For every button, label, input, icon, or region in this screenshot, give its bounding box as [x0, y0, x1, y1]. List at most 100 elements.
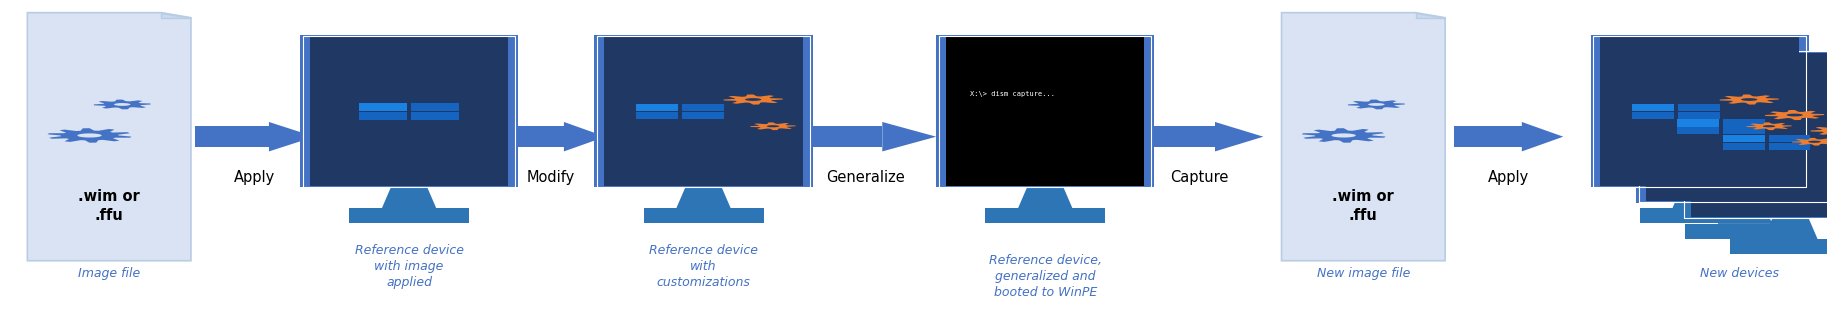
Polygon shape: [1810, 125, 1836, 136]
Polygon shape: [1832, 129, 1836, 132]
Bar: [936, 36, 1155, 187]
Bar: [644, 208, 764, 223]
Polygon shape: [382, 187, 437, 208]
Text: Generalize: Generalize: [826, 170, 905, 184]
Bar: [1632, 104, 1674, 111]
Polygon shape: [1746, 122, 1792, 130]
Bar: [358, 103, 408, 111]
Bar: [1768, 143, 1810, 150]
Polygon shape: [751, 122, 795, 130]
Bar: [1454, 126, 1522, 147]
Bar: [1685, 224, 1805, 239]
Bar: [1136, 126, 1215, 147]
Polygon shape: [1348, 99, 1405, 109]
Bar: [1731, 239, 1836, 254]
Bar: [358, 103, 408, 111]
Bar: [595, 36, 813, 187]
Polygon shape: [1763, 125, 1775, 127]
Bar: [604, 37, 802, 186]
Polygon shape: [1763, 218, 1818, 239]
Text: New devices: New devices: [1700, 266, 1779, 280]
Bar: [1722, 143, 1764, 150]
Bar: [1632, 104, 1674, 111]
Polygon shape: [745, 98, 762, 101]
Polygon shape: [114, 103, 130, 106]
Polygon shape: [1792, 138, 1836, 146]
Bar: [411, 103, 459, 111]
Polygon shape: [1215, 122, 1263, 151]
Bar: [496, 126, 564, 147]
Bar: [1678, 104, 1720, 111]
Bar: [1640, 51, 1836, 202]
Polygon shape: [1416, 13, 1445, 18]
Bar: [195, 126, 268, 147]
Text: .wim or
.ffu: .wim or .ffu: [1333, 189, 1394, 223]
Text: Modify: Modify: [527, 170, 575, 184]
Text: X:\> dism capture...: X:\> dism capture...: [969, 90, 1056, 97]
Bar: [635, 104, 677, 111]
Bar: [795, 126, 883, 147]
Polygon shape: [1017, 187, 1072, 208]
Polygon shape: [1764, 110, 1825, 120]
Bar: [303, 36, 516, 187]
Bar: [1678, 120, 1718, 127]
Polygon shape: [723, 94, 782, 105]
Text: Reference device,
generalized and
booted to WinPE: Reference device, generalized and booted…: [990, 254, 1102, 299]
Bar: [1590, 36, 1808, 187]
Bar: [1594, 36, 1805, 187]
Bar: [349, 208, 468, 223]
Bar: [1678, 127, 1718, 134]
Bar: [986, 208, 1105, 223]
Bar: [1601, 37, 1799, 186]
Text: Apply: Apply: [233, 170, 275, 184]
Bar: [1678, 120, 1718, 127]
Text: .wim or
.ffu: .wim or .ffu: [79, 189, 140, 223]
Polygon shape: [1368, 103, 1384, 106]
Bar: [310, 37, 509, 186]
Bar: [299, 36, 518, 187]
Bar: [1684, 67, 1836, 218]
Bar: [1722, 135, 1764, 142]
Polygon shape: [48, 128, 132, 143]
Bar: [1636, 51, 1836, 203]
Bar: [358, 112, 408, 120]
Polygon shape: [676, 187, 731, 208]
Polygon shape: [564, 122, 606, 151]
Bar: [1682, 67, 1836, 218]
Bar: [635, 104, 677, 111]
Bar: [1768, 135, 1810, 142]
Polygon shape: [883, 122, 936, 151]
Polygon shape: [77, 133, 101, 138]
Text: Reference device
with image
applied: Reference device with image applied: [354, 245, 463, 289]
Bar: [1724, 120, 1764, 127]
Bar: [946, 37, 1144, 186]
Polygon shape: [1522, 122, 1562, 151]
Polygon shape: [1741, 98, 1757, 101]
Bar: [1645, 53, 1836, 201]
Polygon shape: [1720, 94, 1779, 105]
Polygon shape: [162, 13, 191, 18]
Bar: [940, 36, 1151, 187]
Bar: [1678, 112, 1720, 119]
Polygon shape: [1673, 187, 1728, 208]
Bar: [681, 112, 723, 119]
Polygon shape: [1331, 133, 1355, 138]
Bar: [597, 36, 810, 187]
Bar: [1640, 208, 1759, 223]
Polygon shape: [767, 125, 778, 127]
Bar: [1724, 127, 1764, 134]
Polygon shape: [268, 122, 314, 151]
Text: Apply: Apply: [1489, 170, 1529, 184]
Polygon shape: [1786, 114, 1803, 116]
Polygon shape: [1718, 203, 1772, 224]
Text: Reference device
with
customizations: Reference device with customizations: [648, 245, 758, 289]
Bar: [1691, 68, 1836, 217]
Bar: [635, 112, 677, 119]
Polygon shape: [94, 99, 151, 109]
Bar: [411, 112, 459, 120]
Text: New image file: New image file: [1316, 266, 1410, 280]
Bar: [1722, 135, 1764, 142]
Polygon shape: [1302, 128, 1386, 143]
Bar: [681, 104, 723, 111]
Polygon shape: [28, 13, 191, 261]
